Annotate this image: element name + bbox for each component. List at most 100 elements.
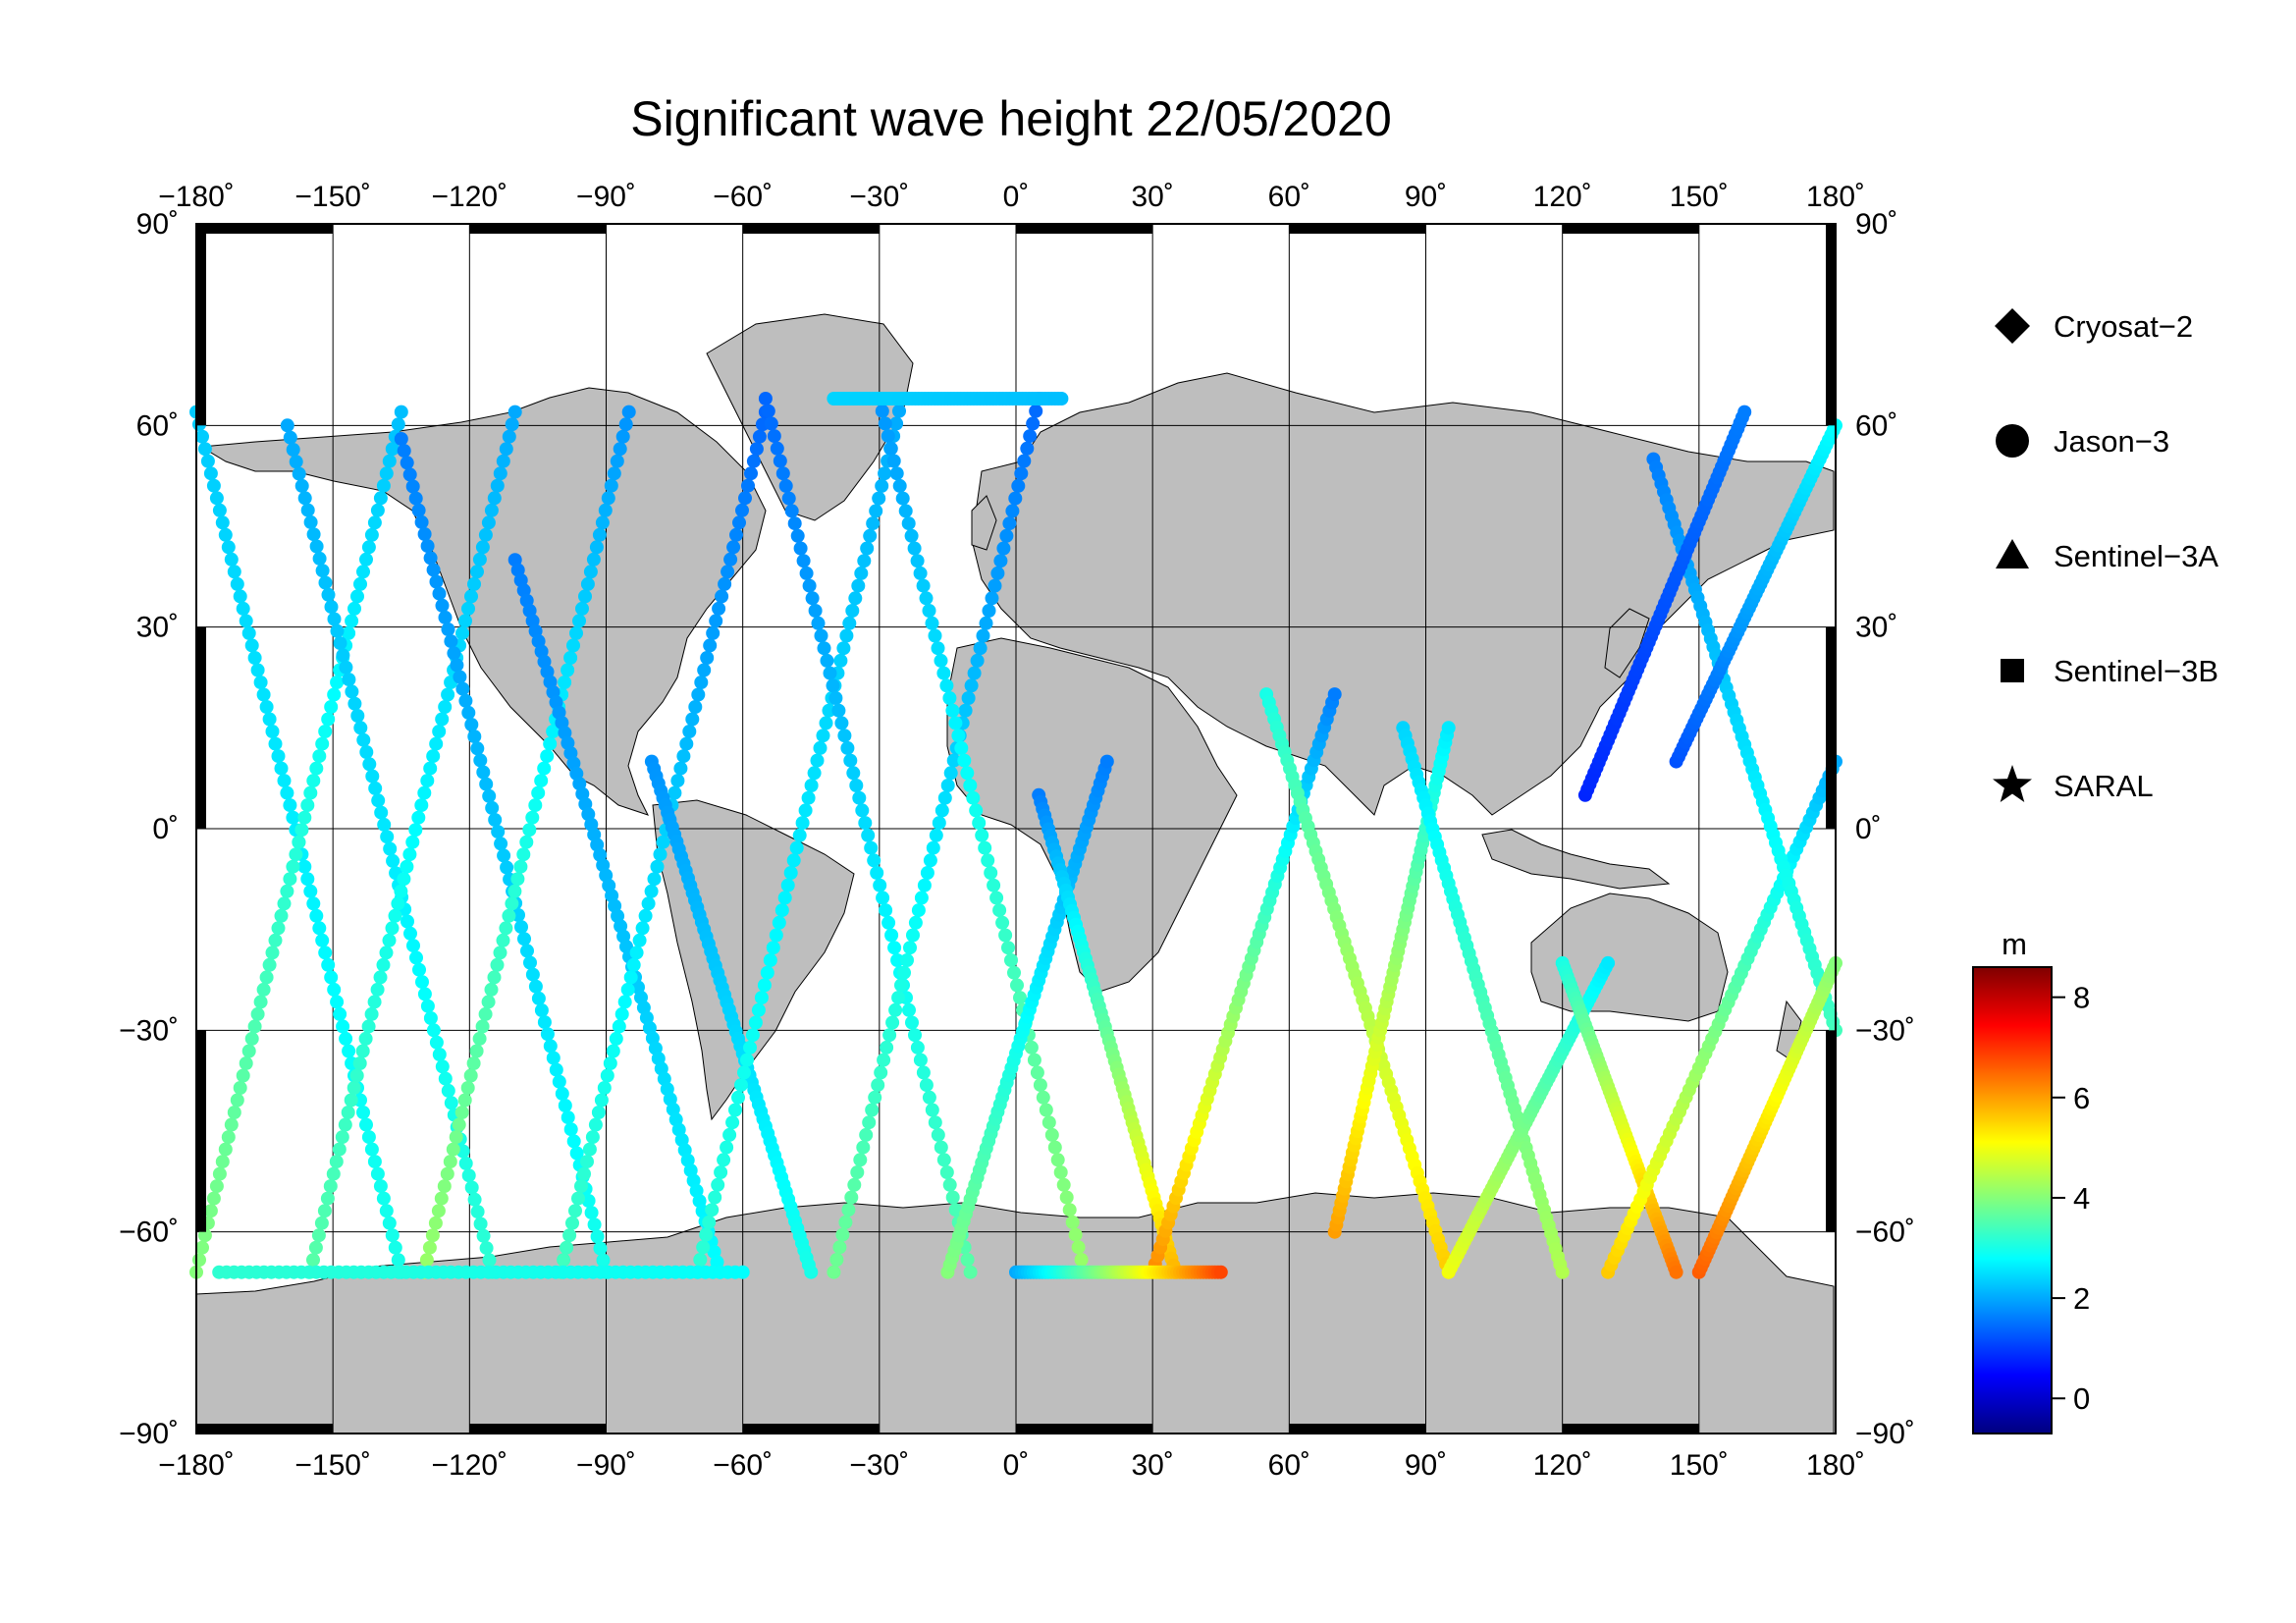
track-point — [589, 540, 604, 555]
border-bar-right — [1826, 1030, 1837, 1232]
track-point — [773, 454, 787, 468]
track-point — [799, 566, 814, 580]
track-point — [499, 921, 513, 936]
track-point — [932, 816, 946, 831]
track-point — [1005, 504, 1020, 518]
lon-tick-bottom: 30˚ — [1131, 1449, 1173, 1482]
track-point — [892, 404, 906, 418]
track-point — [587, 1217, 602, 1232]
track-point — [644, 884, 659, 898]
track-point — [438, 610, 453, 624]
track-point — [376, 478, 391, 493]
lon-tick-top: −60˚ — [713, 181, 773, 213]
track-point — [764, 416, 778, 431]
track-point — [212, 503, 227, 517]
track-point — [405, 835, 420, 849]
track-point — [786, 853, 801, 868]
track-point — [429, 574, 444, 589]
track-point — [408, 491, 423, 506]
satellite-legend: Cryosat−2 Jason−3 Sentinel−3A Sentinel−3B SA… — [1993, 308, 2218, 803]
track-point — [829, 1253, 844, 1267]
track-point — [717, 1153, 731, 1167]
track-point — [1004, 953, 1018, 967]
track-point — [1013, 991, 1027, 1005]
track-point — [813, 740, 828, 755]
track-point — [453, 670, 467, 684]
track-point — [937, 790, 952, 805]
track-point — [324, 970, 339, 985]
track-point — [224, 552, 239, 567]
lon-tick-bottom: −150˚ — [294, 1449, 371, 1482]
track-point — [203, 466, 218, 481]
track-point — [833, 653, 848, 668]
track-point — [722, 1127, 737, 1142]
track-point — [335, 1130, 349, 1145]
track-point — [610, 454, 624, 468]
track-point — [843, 753, 858, 768]
track-point — [688, 700, 703, 714]
track-point — [253, 676, 268, 689]
track-point — [914, 891, 929, 905]
track-point — [615, 429, 630, 444]
track-point — [945, 703, 960, 718]
track-point — [885, 1015, 900, 1030]
lat-tick-right: −30˚ — [1855, 1014, 1915, 1047]
track-point — [1026, 416, 1041, 431]
track-point — [429, 736, 444, 751]
track-point — [852, 790, 867, 805]
track-point — [869, 504, 883, 518]
track-point — [792, 828, 807, 842]
track-point — [735, 1265, 750, 1279]
track-point — [230, 576, 244, 591]
track-point — [373, 491, 388, 506]
lon-tick-bottom: −60˚ — [713, 1449, 773, 1482]
track-point — [906, 928, 920, 943]
track-point — [916, 1065, 931, 1080]
track-point — [361, 1130, 376, 1145]
track-point — [209, 491, 224, 506]
track-point — [314, 1216, 329, 1230]
track-point — [283, 872, 297, 887]
track-point — [609, 1031, 623, 1046]
track-point — [368, 781, 383, 795]
track-point — [1056, 1177, 1071, 1192]
track-point — [415, 975, 429, 990]
track-point — [682, 725, 697, 738]
track-point — [218, 527, 233, 542]
track-point — [297, 491, 312, 506]
track-point — [400, 456, 414, 470]
track-point — [1062, 1203, 1077, 1217]
track-point — [557, 1253, 571, 1268]
track-point — [796, 554, 811, 568]
track-point — [790, 528, 805, 543]
track-point — [700, 651, 715, 665]
track-point — [925, 1103, 939, 1117]
track-point — [359, 1117, 373, 1132]
track-point — [437, 1179, 452, 1194]
lon-tick-bottom: 180˚ — [1806, 1449, 1865, 1482]
track-point — [294, 478, 309, 493]
track-point — [1044, 1127, 1059, 1142]
track-point — [729, 527, 743, 542]
map-title: Significant wave height 22/05/2020 — [630, 91, 1392, 146]
track-point — [308, 1240, 323, 1255]
track-point — [236, 1068, 250, 1083]
track-point — [347, 601, 361, 616]
track-point — [458, 693, 473, 708]
border-bar-bottom — [1562, 1424, 1699, 1434]
track-point — [709, 614, 723, 628]
track-point — [525, 810, 540, 825]
track-point — [613, 442, 627, 457]
track-point — [502, 908, 516, 923]
track-point — [699, 1227, 714, 1242]
track-point — [537, 1015, 552, 1030]
track-point — [324, 600, 339, 615]
track-point — [432, 725, 447, 738]
track-point — [500, 860, 514, 875]
lat-tick-left: 30˚ — [136, 612, 179, 644]
track-point — [676, 749, 691, 764]
track-point — [934, 653, 948, 668]
track-point — [280, 418, 294, 433]
track-point — [455, 681, 470, 696]
